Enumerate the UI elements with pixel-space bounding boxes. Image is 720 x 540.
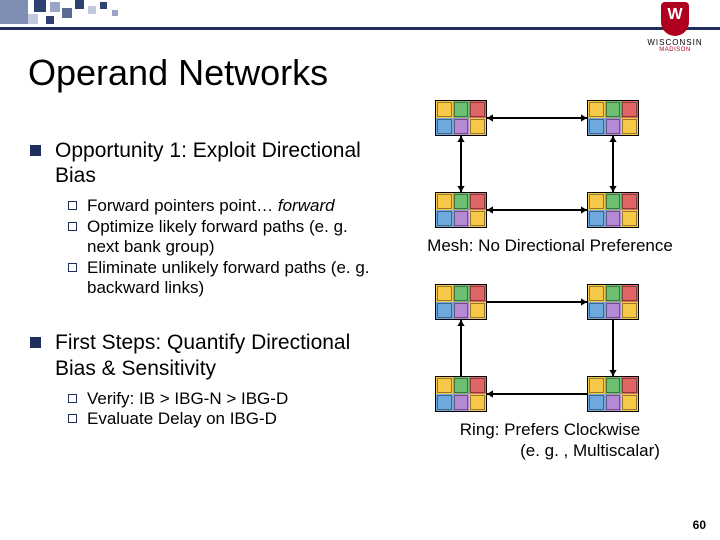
sub-item: Eliminate unlikely forward paths (e. g. … — [68, 258, 370, 299]
bullet-2: First Steps: Quantify Directional Bias &… — [30, 330, 370, 380]
sub-item-text: Eliminate unlikely forward paths (e. g. … — [87, 258, 370, 299]
logo-subtext: MADISON — [644, 47, 706, 53]
sub-list-1: Forward pointers point… forwardOptimize … — [68, 196, 370, 298]
content-left: Opportunity 1: Exploit Directional Bias … — [30, 138, 370, 429]
hollow-bullet-icon — [68, 222, 77, 231]
mesh-diagram — [395, 100, 705, 232]
hollow-bullet-icon — [68, 263, 77, 272]
bullet-icon — [30, 145, 41, 156]
decor-line — [0, 27, 720, 30]
bullet-icon — [30, 337, 41, 348]
logo-text: WISCONSIN — [644, 38, 706, 47]
slide-title: Operand Networks — [28, 52, 328, 94]
sub-item-text: Optimize likely forward paths (e. g. nex… — [87, 217, 370, 258]
sub-list-2: Verify: IB > IBG-N > IBG-DEvaluate Delay… — [68, 389, 370, 430]
bullet-1: Opportunity 1: Exploit Directional Bias — [30, 138, 370, 188]
sub-item-text: Evaluate Delay on IBG-D — [87, 409, 277, 429]
ring-subcaption: (e. g. , Multiscalar) — [475, 441, 705, 461]
sub-item: Forward pointers point… forward — [68, 196, 370, 216]
shield-icon — [661, 2, 689, 36]
sub-item: Evaluate Delay on IBG-D — [68, 409, 370, 429]
diagrams-area: Mesh: No Directional Preference Ring: Pr… — [395, 100, 705, 461]
page-number: 60 — [693, 518, 706, 532]
sub-item-text: Verify: IB > IBG-N > IBG-D — [87, 389, 288, 409]
bullet-2-text: First Steps: Quantify Directional Bias &… — [55, 330, 370, 380]
sub-item: Optimize likely forward paths (e. g. nex… — [68, 217, 370, 258]
bullet-1-text: Opportunity 1: Exploit Directional Bias — [55, 138, 370, 188]
hollow-bullet-icon — [68, 394, 77, 403]
ring-diagram — [395, 284, 705, 416]
decor-top — [0, 0, 180, 28]
hollow-bullet-icon — [68, 201, 77, 210]
ring-caption: Ring: Prefers Clockwise — [395, 420, 705, 440]
sub-item: Verify: IB > IBG-N > IBG-D — [68, 389, 370, 409]
hollow-bullet-icon — [68, 414, 77, 423]
sub-item-text: Forward pointers point… forward — [87, 196, 335, 216]
mesh-caption: Mesh: No Directional Preference — [395, 236, 705, 256]
university-logo: WISCONSIN MADISON — [644, 2, 706, 53]
